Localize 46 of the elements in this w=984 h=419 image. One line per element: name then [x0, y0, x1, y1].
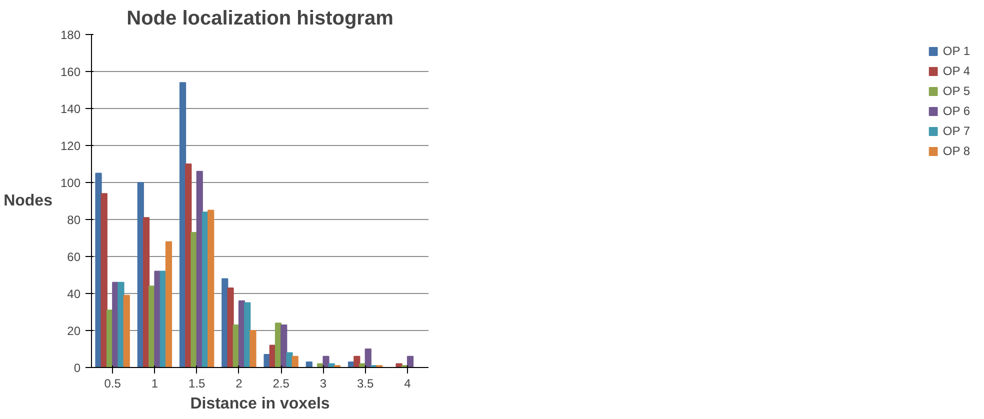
bar	[306, 361, 312, 368]
bar	[118, 282, 124, 368]
x-tick-label: 3.5	[356, 376, 374, 390]
y-tick-label: 140	[60, 102, 81, 116]
bar	[322, 356, 330, 368]
bar	[190, 232, 198, 368]
legend-label: OP 4	[942, 64, 970, 78]
bar	[364, 348, 372, 368]
legend-label: OP 6	[942, 104, 970, 118]
bar	[95, 172, 102, 368]
legend-label: OP 7	[942, 124, 970, 138]
y-tick-label: 100	[60, 176, 81, 190]
x-tick-label: 1.5	[188, 376, 206, 390]
bar	[165, 241, 172, 368]
bar	[227, 287, 234, 368]
legend-label: OP 8	[942, 144, 970, 158]
x-tick-label: 2.5	[272, 376, 290, 390]
y-tick-label: 60	[67, 250, 81, 264]
bar	[142, 217, 150, 368]
bar	[354, 356, 360, 368]
bar	[292, 356, 298, 368]
y-tick-label: 0	[74, 361, 81, 375]
x-axis-title: Distance in voxels	[190, 396, 330, 412]
y-axis-title: Nodes	[4, 192, 53, 210]
x-tick-label: 0.5	[104, 376, 122, 390]
bar	[100, 193, 108, 368]
legend-label: OP 5	[942, 84, 970, 98]
bar	[406, 356, 414, 368]
x-tick-label: 3	[320, 376, 327, 390]
y-tick-label: 20	[67, 324, 81, 338]
y-tick-label: 40	[67, 287, 81, 301]
y-tick-label: 180	[60, 28, 81, 42]
y-tick-label: 120	[60, 139, 81, 153]
x-tick-label: 2	[236, 376, 243, 390]
bar	[123, 294, 130, 368]
bar	[280, 324, 288, 368]
legend-label: OP 1	[942, 44, 970, 58]
bar	[154, 270, 161, 368]
bar	[286, 352, 293, 368]
y-tick-label: 80	[67, 213, 81, 227]
chart-title: Node localization histogram	[126, 8, 394, 30]
bar	[208, 210, 214, 368]
y-tick-label: 160	[60, 65, 81, 79]
x-tick-label: 4	[404, 376, 412, 390]
bar	[250, 330, 256, 368]
x-tick-label: 1	[151, 376, 158, 390]
